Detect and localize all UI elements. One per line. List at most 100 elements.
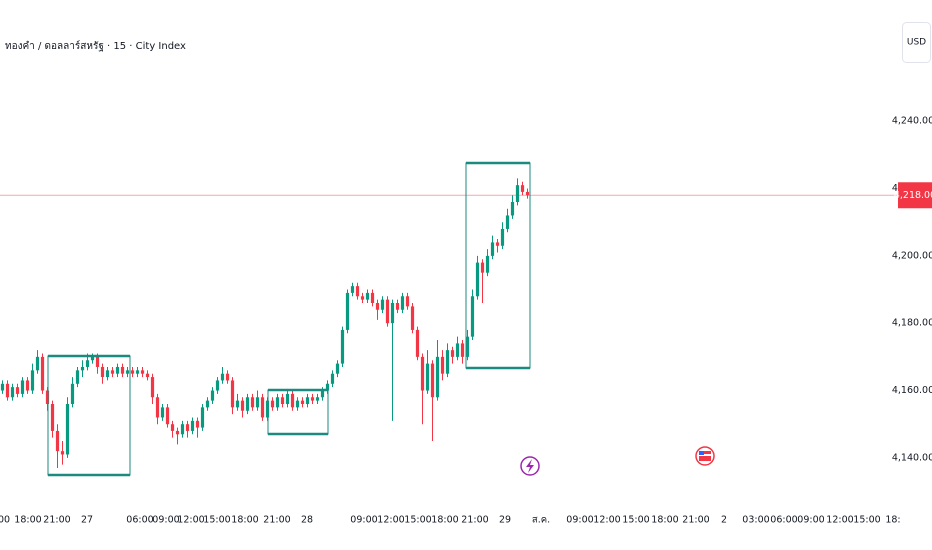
candle-body [50,404,55,431]
candle-body [505,215,510,229]
candle-body [225,373,230,381]
candle-body [175,430,180,435]
candle-body [350,286,355,293]
candle-body [340,329,345,364]
candle-body [445,350,450,374]
candle-body [200,407,205,428]
candle-body [460,343,465,357]
candle-body [90,356,95,361]
x-tick-label: 06:00 [770,515,797,526]
x-tick-label: 15:00 [853,515,880,526]
candle-body [260,397,265,418]
event-icon[interactable] [695,446,715,466]
candle-body [75,370,80,384]
x-tick-label: 15:00 [404,515,431,526]
candle-body [195,420,200,428]
candle-body [0,383,5,391]
x-tick-label: 18:00 [431,515,458,526]
current-price-box [898,182,932,209]
candle-body [150,377,155,398]
candle-body [70,383,75,404]
candle-body [20,380,25,394]
drawings [47,161,531,477]
candle-body [370,292,375,303]
candle-body [140,370,145,374]
candle-body [245,397,250,411]
candle-body [405,296,410,307]
x-tick-label: 12:00 [377,515,404,526]
candle-body [120,366,125,374]
candle-body [295,400,300,408]
x-tick-label: 18:00 [651,515,678,526]
candle-body [30,370,35,391]
y-tick-label: 4,200.00 [892,250,932,261]
candle-body [80,366,85,371]
candle-body [165,407,170,425]
candle-body [450,350,455,357]
currency-button[interactable] [902,22,931,63]
candle-body [160,407,165,418]
candle-body [495,242,500,246]
candle-body [190,420,195,431]
candle-body [475,262,480,297]
x-tick-label: 09:00 [152,515,179,526]
chart-title: ทองคำ / ดอลลาร์สหรัฐ · 15 · City Index [5,40,186,52]
x-tick-label: 00 [0,515,10,526]
candle-body [440,356,445,374]
x-tick-label: 03:00 [742,515,769,526]
candle-body [410,306,415,330]
x-tick-label: 18:00 [14,515,41,526]
candle-body [55,430,60,452]
candle-body [105,370,110,378]
x-tick-label: 21:00 [263,515,290,526]
plot-area [0,178,897,468]
x-tick-label: 2 [721,515,727,526]
x-tick-label: 15:00 [203,515,230,526]
candle-body [235,400,240,408]
x-tick-label: 15:00 [622,515,649,526]
y-tick-label: 4,180.00 [892,318,932,329]
candle-body [100,366,105,378]
candle-body [330,373,335,384]
candle-body [10,387,15,398]
candle-body [420,356,425,391]
candle-body [430,363,435,398]
candle-body [40,356,45,391]
candle-body [470,296,475,337]
candle-body [360,296,365,300]
candle-body [110,370,115,374]
x-tick-label: 21:00 [682,515,709,526]
y-tick-label: 4,160.00 [892,385,932,396]
candle-body [255,397,260,408]
candle-body [205,400,210,408]
candle-body [135,370,140,374]
x-tick-label: 29 [499,515,511,526]
x-tick-label: 28 [301,515,313,526]
candle-body [365,292,370,300]
price-axis: 4,140.004,160.004,180.004,200.004,220.00… [892,116,932,463]
candle-body [325,383,330,391]
candle-body [385,299,390,324]
candle-body [130,370,135,374]
candle-body [275,397,280,408]
candle-body [345,292,350,330]
candle-body [335,363,340,374]
candle-body [95,356,100,367]
candle-body [5,383,10,398]
candle-body [395,303,400,310]
candle-body [520,185,525,192]
x-tick-label: 27 [81,515,93,526]
candle-body [375,303,380,310]
candle-body [310,397,315,401]
candle-body [315,397,320,401]
y-tick-label: 4,140.00 [892,452,932,463]
candle-body [480,262,485,273]
candle-body [500,228,505,246]
candle-body [515,185,520,202]
x-tick-label: ส.ค. [532,515,550,526]
event-icon[interactable] [520,456,540,476]
y-tick-label: 4,240.00 [892,116,932,127]
candle-body [60,451,65,455]
